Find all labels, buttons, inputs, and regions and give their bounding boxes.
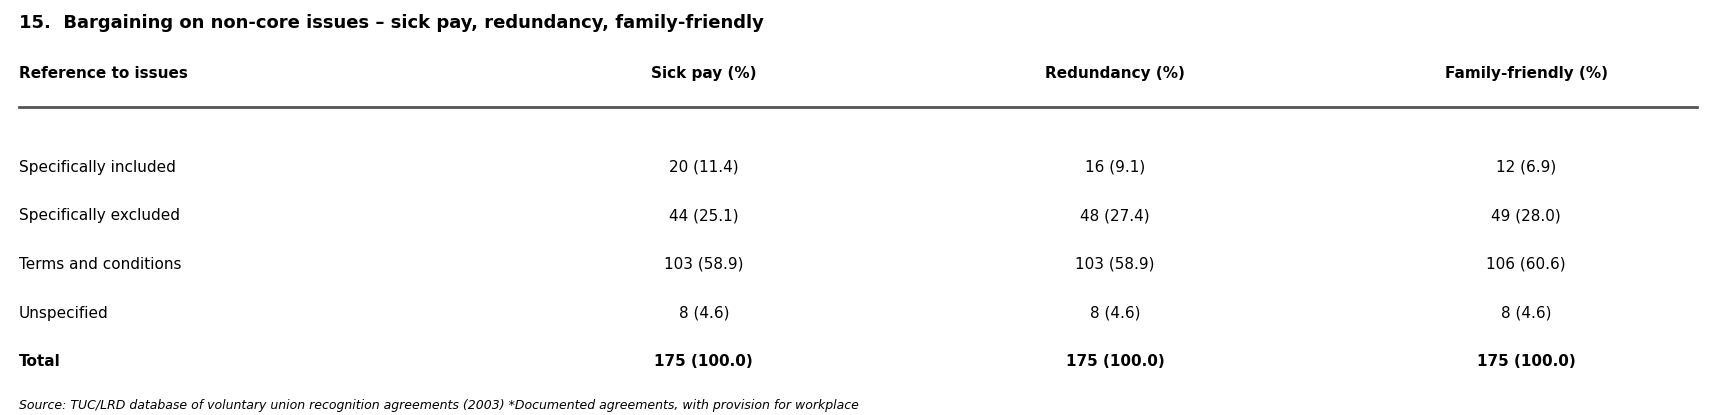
Text: Total: Total xyxy=(19,354,60,369)
Text: Source: TUC/LRD database of voluntary union recognition agreements (2003) *Docum: Source: TUC/LRD database of voluntary un… xyxy=(19,399,858,412)
Text: 8 (4.6): 8 (4.6) xyxy=(1090,305,1139,321)
Text: 103 (58.9): 103 (58.9) xyxy=(664,257,743,272)
Text: Terms and conditions: Terms and conditions xyxy=(19,257,180,272)
Text: Unspecified: Unspecified xyxy=(19,305,108,321)
Text: 106 (60.6): 106 (60.6) xyxy=(1486,257,1567,272)
Text: Specifically excluded: Specifically excluded xyxy=(19,208,180,223)
Text: 12 (6.9): 12 (6.9) xyxy=(1496,160,1556,175)
Text: 175 (100.0): 175 (100.0) xyxy=(1477,354,1575,369)
Text: 49 (28.0): 49 (28.0) xyxy=(1491,208,1562,223)
Text: 175 (100.0): 175 (100.0) xyxy=(1066,354,1165,369)
Text: Specifically included: Specifically included xyxy=(19,160,175,175)
Text: 44 (25.1): 44 (25.1) xyxy=(669,208,738,223)
Text: 103 (58.9): 103 (58.9) xyxy=(1076,257,1155,272)
Text: Family-friendly (%): Family-friendly (%) xyxy=(1445,66,1608,81)
Text: 8 (4.6): 8 (4.6) xyxy=(1502,305,1551,321)
Text: 175 (100.0): 175 (100.0) xyxy=(654,354,753,369)
Text: Sick pay (%): Sick pay (%) xyxy=(650,66,757,81)
Text: 15.  Bargaining on non-core issues – sick pay, redundancy, family-friendly: 15. Bargaining on non-core issues – sick… xyxy=(19,14,764,32)
Text: 20 (11.4): 20 (11.4) xyxy=(669,160,738,175)
Text: 8 (4.6): 8 (4.6) xyxy=(678,305,729,321)
Text: 16 (9.1): 16 (9.1) xyxy=(1085,160,1145,175)
Text: Redundancy (%): Redundancy (%) xyxy=(1045,66,1186,81)
Text: Reference to issues: Reference to issues xyxy=(19,66,187,81)
Text: 48 (27.4): 48 (27.4) xyxy=(1079,208,1150,223)
